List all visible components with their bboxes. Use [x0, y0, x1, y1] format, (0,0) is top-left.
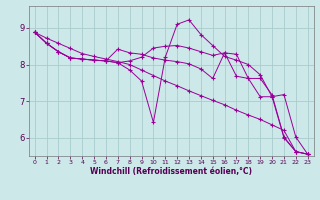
X-axis label: Windchill (Refroidissement éolien,°C): Windchill (Refroidissement éolien,°C): [90, 167, 252, 176]
